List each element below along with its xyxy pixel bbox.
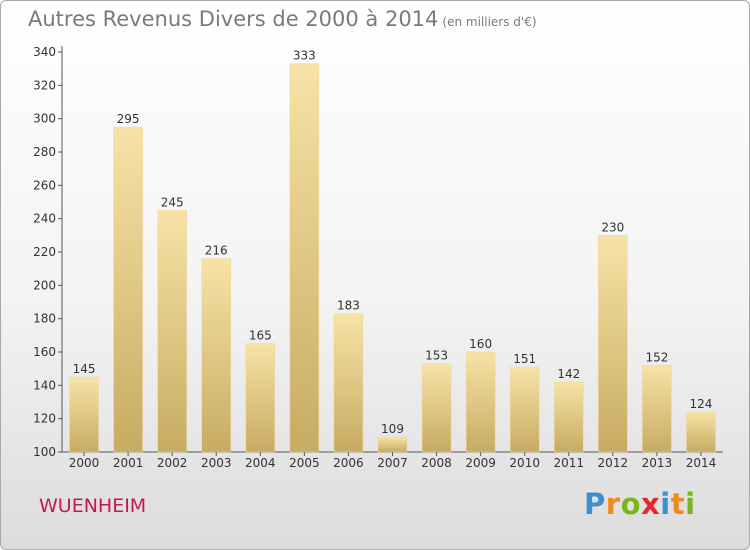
bar-2012: [598, 235, 628, 453]
bar-2009: [465, 351, 496, 453]
value-label-2002: 245: [161, 195, 184, 209]
y-tick-label: 100: [33, 445, 56, 459]
x-tick-label-2002: 2002: [157, 456, 188, 470]
value-label-2000: 145: [73, 362, 96, 376]
bar-2013: [642, 365, 672, 453]
chart-title-text: Autres Revenus Divers de 2000 à 2014: [28, 7, 439, 31]
value-label-2009: 160: [469, 337, 492, 351]
y-tick-label: 180: [33, 312, 56, 326]
value-label-2010: 151: [513, 352, 536, 366]
value-label-2004: 165: [249, 329, 272, 343]
bar-2000: [69, 376, 99, 453]
bar-2008: [421, 363, 452, 453]
value-label-2005: 333: [293, 49, 316, 63]
value-label-2007: 109: [381, 422, 404, 436]
x-tick-label-2007: 2007: [377, 456, 408, 470]
value-label-2008: 153: [425, 349, 448, 363]
x-tick-label-2011: 2011: [553, 456, 584, 470]
value-label-2012: 230: [601, 220, 624, 234]
value-label-2014: 124: [690, 397, 713, 411]
y-tick-label: 220: [33, 245, 56, 259]
y-tick-label: 120: [33, 412, 56, 426]
commune-name: WUENHEIM: [39, 495, 147, 517]
y-tick-label: 160: [33, 345, 56, 359]
x-tick-label-2001: 2001: [113, 456, 144, 470]
bar-2002: [157, 210, 187, 453]
bar-2003: [201, 258, 231, 453]
y-tick-label: 320: [33, 78, 56, 92]
value-label-2013: 152: [645, 350, 668, 364]
y-tick-label: 280: [33, 145, 56, 159]
x-tick-label-2005: 2005: [289, 456, 320, 470]
logo-letter: i: [685, 487, 696, 521]
bar-2011: [554, 381, 584, 453]
x-tick-label-2008: 2008: [421, 456, 452, 470]
chart-title: Autres Revenus Divers de 2000 à 2014 (en …: [28, 7, 537, 31]
logo-letter: x: [641, 487, 661, 521]
bar-2004: [245, 343, 276, 453]
x-tick-label-2009: 2009: [465, 456, 496, 470]
x-tick-label-2014: 2014: [686, 456, 717, 470]
value-label-2011: 142: [557, 367, 580, 381]
value-label-2003: 216: [205, 244, 228, 258]
x-tick-label-2012: 2012: [598, 456, 629, 470]
bar-2005: [289, 63, 320, 453]
bar-2006: [333, 313, 364, 453]
y-tick-label: 140: [33, 378, 56, 392]
logo-letter: o: [620, 487, 642, 521]
y-tick-label: 200: [33, 278, 56, 292]
logo-letter: t: [670, 487, 686, 521]
bar-2010: [509, 366, 540, 453]
logo-letter: P: [584, 487, 606, 521]
x-tick-label-2010: 2010: [509, 456, 540, 470]
bar-2014: [686, 411, 716, 453]
y-tick-label: 260: [33, 178, 56, 192]
y-tick-label: 240: [33, 212, 56, 226]
logo-letter: i: [660, 487, 671, 521]
value-label-2006: 183: [337, 299, 360, 313]
chart-subtitle: (en milliers d'€): [442, 15, 537, 29]
bar-2001: [113, 126, 143, 453]
logo-letter: r: [605, 487, 621, 521]
x-tick-label-2006: 2006: [333, 456, 364, 470]
x-tick-label-2013: 2013: [642, 456, 673, 470]
bar-2007: [377, 436, 408, 453]
value-label-2001: 295: [117, 112, 140, 126]
y-tick-label: 340: [33, 45, 56, 59]
proxiti-logo: Proxiti: [584, 487, 696, 521]
y-tick-label: 300: [33, 112, 56, 126]
x-tick-label-2003: 2003: [201, 456, 232, 470]
x-tick-label-2004: 2004: [245, 456, 276, 470]
x-tick-label-2000: 2000: [69, 456, 100, 470]
